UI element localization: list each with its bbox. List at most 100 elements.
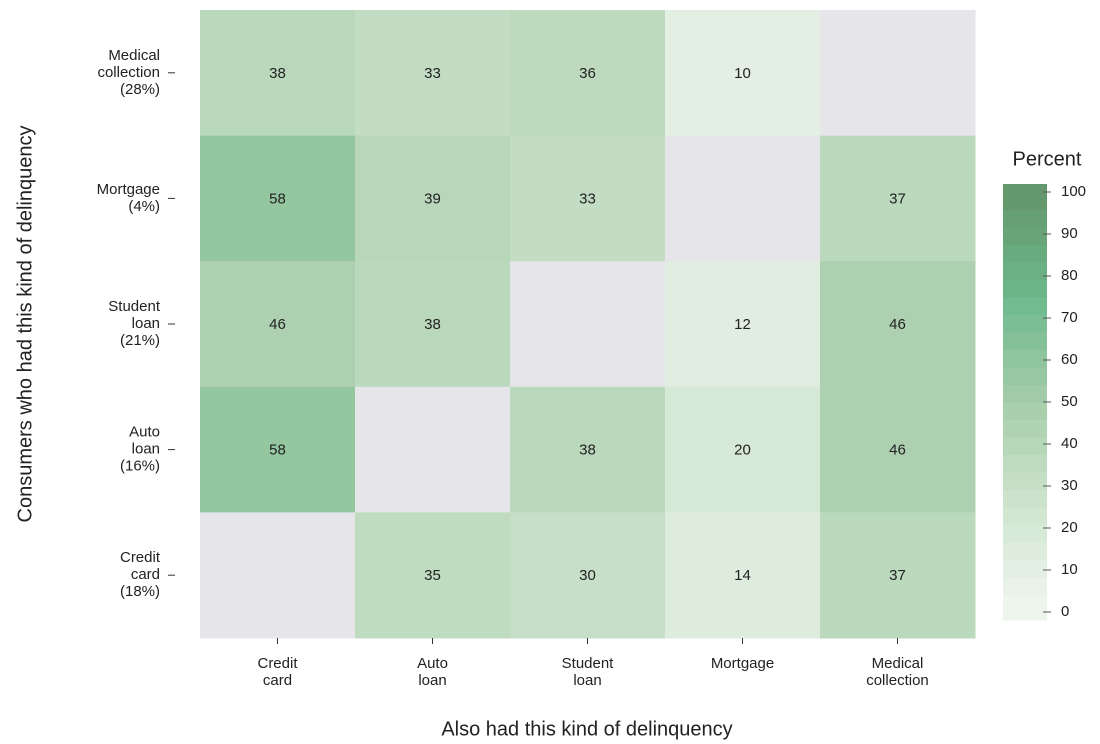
- cell-label: 33: [424, 65, 441, 82]
- y-tick-label-line: collection: [97, 64, 160, 81]
- colorbar-step: [1003, 244, 1047, 263]
- x-tick-label-line: card: [263, 672, 292, 689]
- colorbar-step: [1003, 349, 1047, 368]
- colorbar-step: [1003, 384, 1047, 403]
- colorbar-step: [1003, 489, 1047, 508]
- cell: [355, 10, 511, 137]
- cell-label: 46: [269, 316, 286, 333]
- cell-label: 58: [269, 442, 286, 459]
- y-tick-label-line: (18%): [120, 583, 160, 600]
- cell: [510, 261, 666, 388]
- colorbar-step: [1003, 332, 1047, 350]
- cell-label: 30: [579, 567, 596, 584]
- y-tick-label-line: Student: [108, 298, 161, 315]
- colorbar-step: [1003, 507, 1047, 525]
- y-tick-label-line: loan: [132, 441, 160, 458]
- colorbar-tick-label: 90: [1061, 225, 1078, 242]
- colorbar-step: [1003, 227, 1047, 245]
- colorbar-tick-label: 50: [1061, 393, 1078, 410]
- x-tick-label-line: loan: [418, 672, 446, 689]
- cell-label: 36: [579, 65, 596, 82]
- colorbar-tick-label: 30: [1061, 477, 1078, 494]
- x-tick-label: Auto loan: [417, 655, 448, 689]
- cell-label: 58: [269, 190, 286, 207]
- colorbar-step: [1003, 314, 1047, 333]
- colorbar-step: [1003, 437, 1047, 455]
- cell-label: 46: [889, 316, 906, 333]
- y-tick-label-line: Credit: [120, 549, 161, 566]
- colorbar-tick-label: 80: [1061, 267, 1078, 284]
- y-tick-label: Medical collection (28%): [97, 47, 160, 98]
- y-tick-label-line: (4%): [128, 198, 160, 215]
- cell-label: 10: [734, 65, 751, 82]
- x-tick-label-line: loan: [573, 672, 601, 689]
- cell: [200, 135, 356, 262]
- x-tick-label-line: Auto: [417, 655, 448, 672]
- cell-label: 20: [734, 442, 751, 459]
- colorbar-step: [1003, 209, 1047, 228]
- cell: [200, 386, 356, 513]
- colorbar-step: [1003, 524, 1047, 543]
- x-tick-label-line: Student: [562, 655, 615, 672]
- y-tick-label: Auto loan (16%): [120, 424, 160, 475]
- cell-label: 38: [269, 65, 286, 82]
- colorbar-step: [1003, 559, 1047, 578]
- x-tick-label: Mortgage: [711, 655, 774, 672]
- y-axis-label: Consumers who had this kind of delinquen…: [14, 126, 36, 523]
- y-tick-label-line: card: [131, 566, 160, 583]
- x-tick-label-line: Medical: [872, 655, 924, 672]
- colorbar-step: [1003, 279, 1047, 298]
- colorbar-step: [1003, 262, 1047, 280]
- colorbar-title: Percent: [1013, 148, 1082, 170]
- cell: [665, 261, 821, 388]
- y-tick-label-line: (21%): [120, 332, 160, 349]
- colorbar-tick-label: 10: [1061, 561, 1078, 578]
- cell-label: 33: [579, 190, 596, 207]
- x-tick-label: Medical collection: [866, 655, 929, 689]
- y-tick-label: Mortgage (4%): [97, 181, 160, 215]
- cell: [820, 261, 976, 388]
- y-tick-label-line: (28%): [120, 81, 160, 98]
- x-tick-label-line: collection: [866, 672, 929, 689]
- y-tick-label: Student loan (21%): [108, 298, 161, 349]
- cell: [355, 512, 511, 639]
- colorbar-tick-label: 0: [1061, 603, 1069, 620]
- cell: [665, 386, 821, 513]
- cell: [665, 135, 821, 262]
- cell-label: 14: [734, 567, 751, 584]
- cell-label: 38: [579, 442, 596, 459]
- colorbar-step: [1003, 367, 1047, 385]
- cell: [355, 386, 511, 513]
- cell-label: 39: [424, 190, 441, 207]
- colorbar-step: [1003, 454, 1047, 473]
- cell: [200, 261, 356, 388]
- y-tick-label-line: Mortgage: [97, 181, 160, 198]
- colorbar-tick-label: 20: [1061, 519, 1078, 536]
- y-tick-label-line: (16%): [120, 458, 160, 475]
- colorbar-step: [1003, 297, 1047, 315]
- cell-label: 35: [424, 567, 441, 584]
- y-tick-label-line: loan: [132, 315, 160, 332]
- cell: [355, 261, 511, 388]
- x-tick-label-line: Credit: [257, 655, 298, 672]
- cell: [820, 10, 976, 137]
- cell: [510, 386, 666, 513]
- cell-label: 37: [889, 190, 906, 207]
- cell: [665, 10, 821, 137]
- cell: [510, 10, 666, 137]
- cell-label: 46: [889, 442, 906, 459]
- cell: [820, 135, 976, 262]
- cell-label: 38: [424, 316, 441, 333]
- cell: [355, 135, 511, 262]
- x-tick-label: Student loan: [562, 655, 615, 689]
- colorbar-tick-label: 40: [1061, 435, 1078, 452]
- cell: [665, 512, 821, 639]
- x-tick-label-line: Mortgage: [711, 655, 774, 672]
- cell-label: 37: [889, 567, 906, 584]
- colorbar-step: [1003, 594, 1047, 621]
- colorbar-step: [1003, 419, 1047, 438]
- x-axis-label: Also had this kind of delinquency: [441, 718, 732, 740]
- colorbar-step: [1003, 402, 1047, 420]
- colorbar-step: [1003, 577, 1047, 595]
